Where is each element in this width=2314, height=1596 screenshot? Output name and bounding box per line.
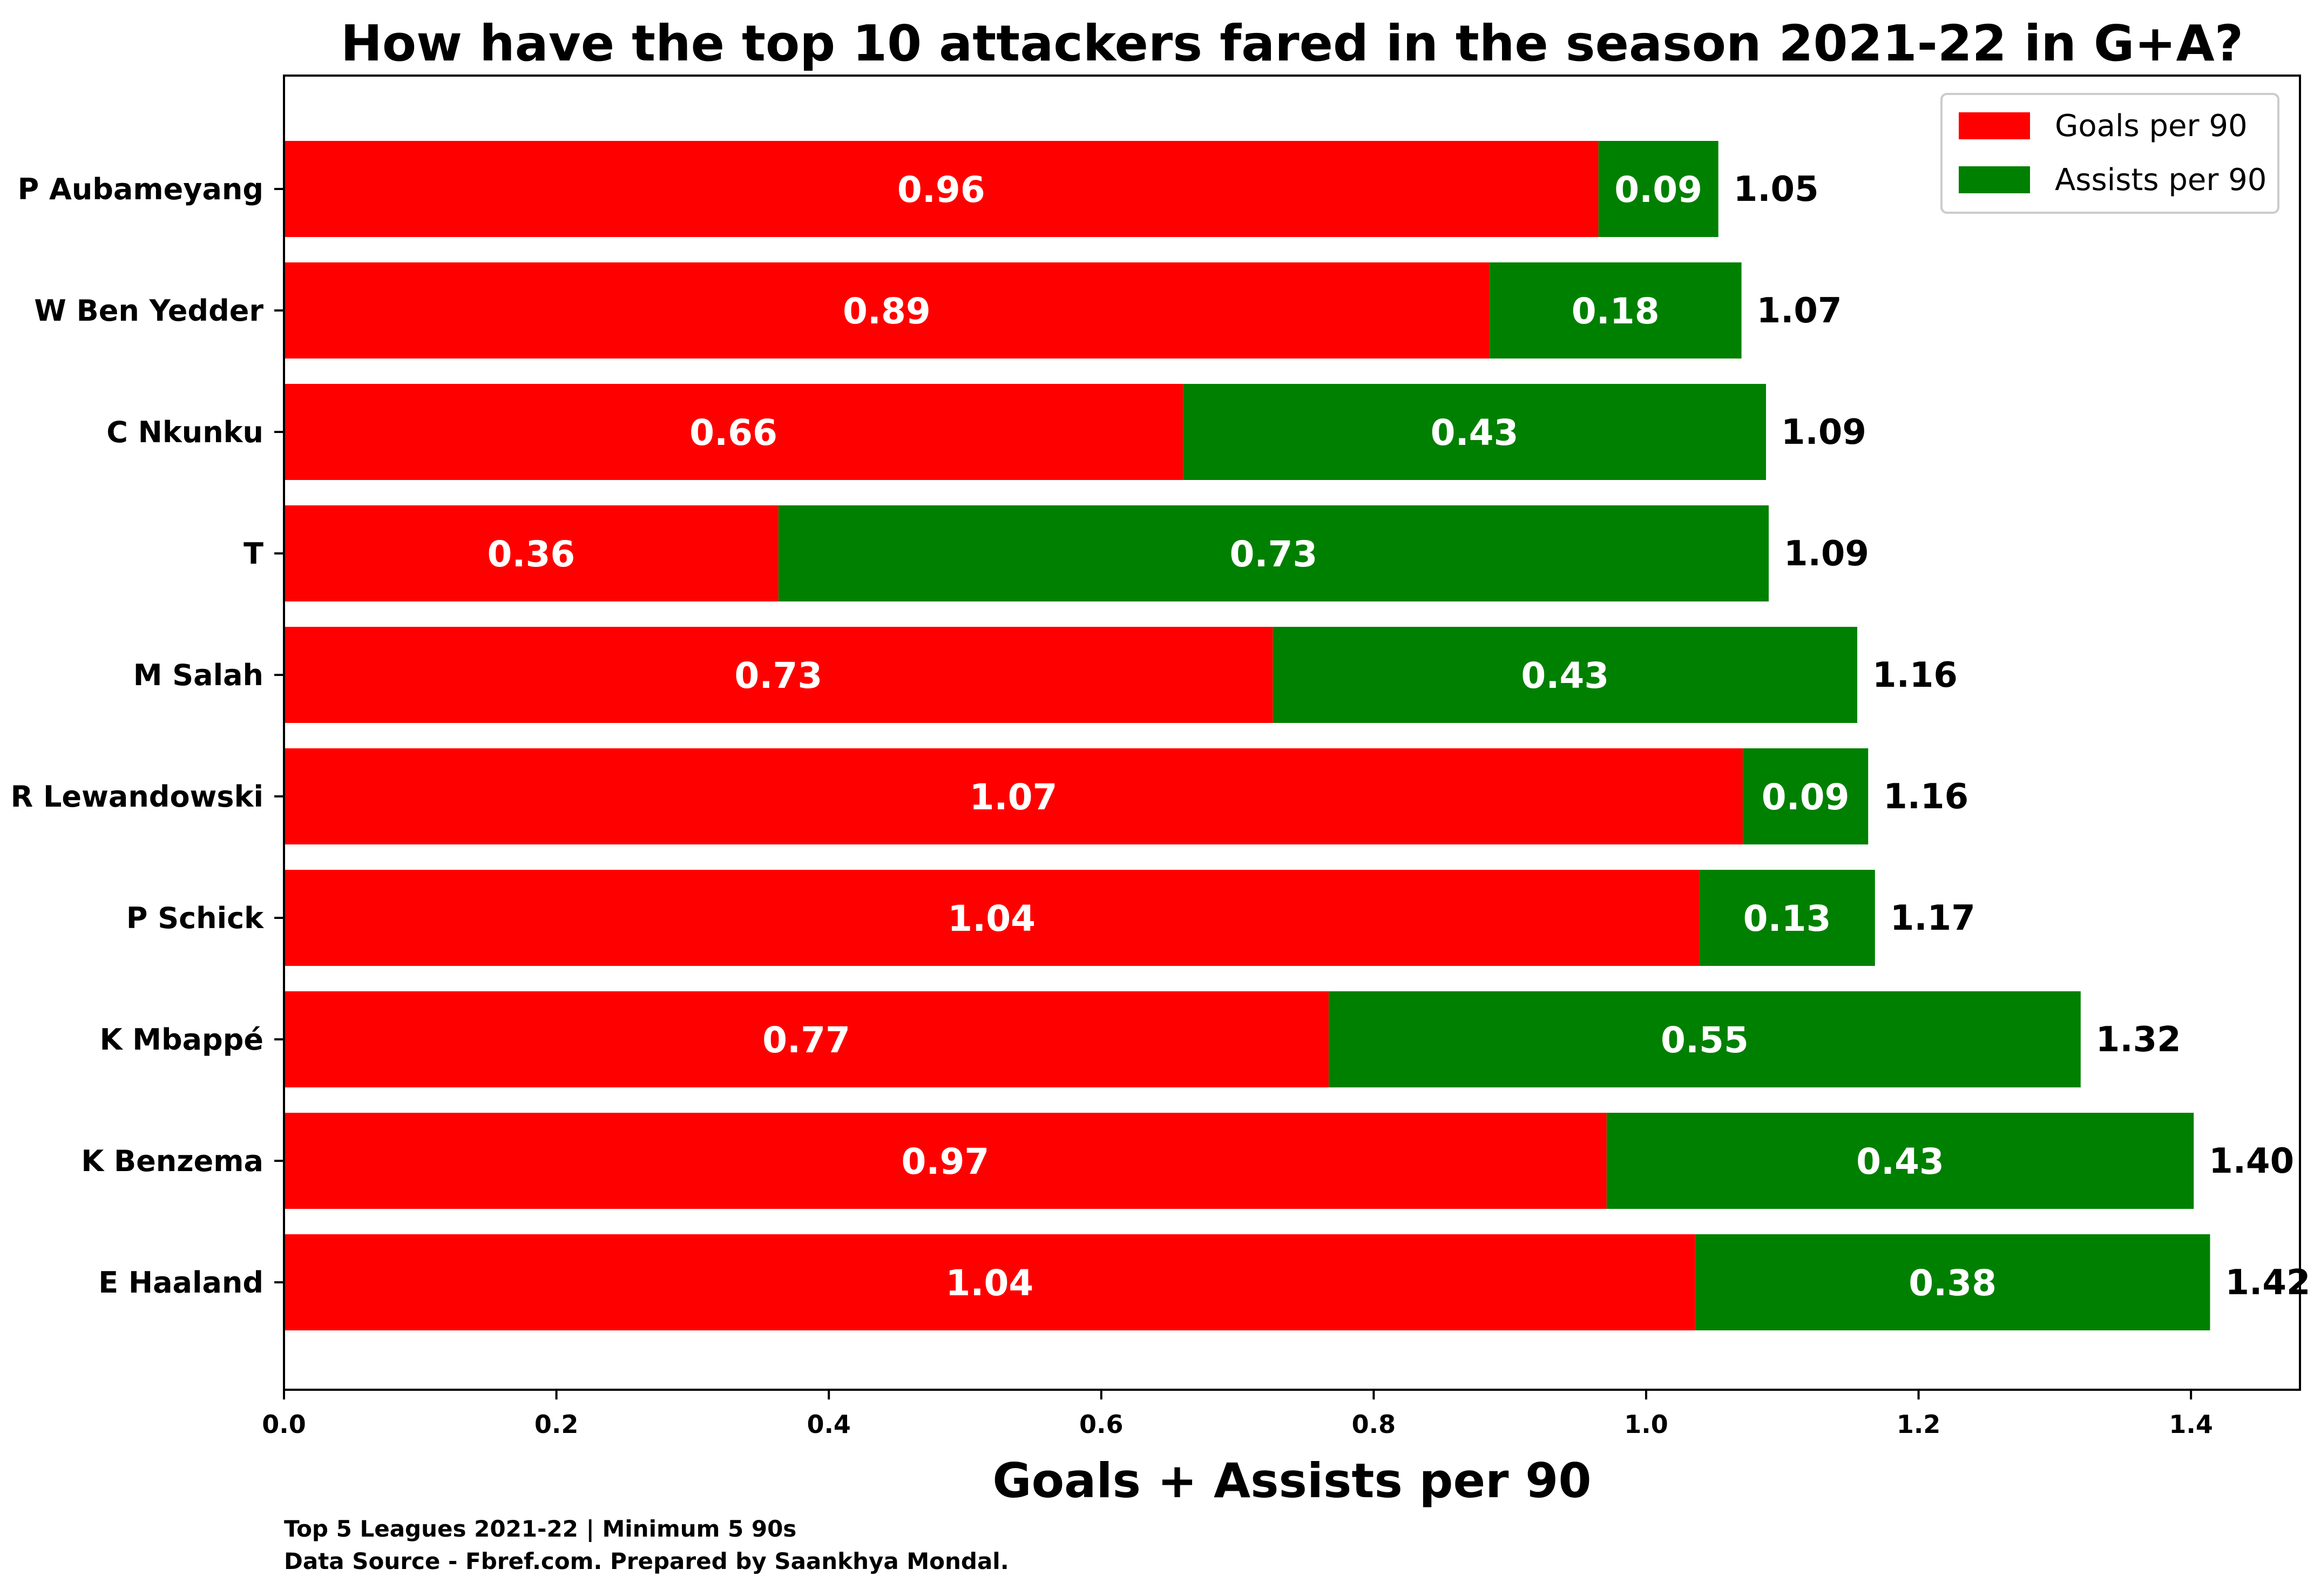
y-tick-label: P Schick: [126, 901, 264, 935]
bar-goals: [284, 1234, 1695, 1330]
data-label-total: 1.40: [2209, 1141, 2294, 1181]
data-label-total: 1.07: [1757, 291, 1842, 331]
data-label-total: 1.16: [1883, 777, 1968, 817]
y-tick-label: T: [243, 537, 263, 571]
data-label-assists: 0.09: [1614, 169, 1702, 211]
data-label-assists: 0.09: [1762, 776, 1850, 818]
y-tick-label: P Aubameyang: [18, 172, 263, 206]
data-label-assists: 0.43: [1521, 655, 1609, 696]
bar-goals: [284, 748, 1743, 844]
data-label-goals: 0.96: [897, 169, 985, 211]
x-tick-label: 1.4: [2169, 1410, 2213, 1439]
bar-goals: [284, 505, 779, 601]
plot-frame: [283, 75, 2301, 1391]
data-label-total: 1.42: [2225, 1263, 2310, 1303]
data-label-goals: 0.97: [901, 1141, 989, 1182]
data-label-total: 1.09: [1784, 534, 1869, 574]
y-tick-label: E Haaland: [98, 1266, 263, 1300]
x-tick-label: 0.8: [1352, 1410, 1396, 1439]
chart-title: How have the top 10 attackers fared in t…: [341, 15, 2243, 72]
y-tick-label: M Salah: [133, 658, 263, 692]
data-label-assists: 0.13: [1743, 898, 1831, 939]
bar-assists: [1743, 748, 1869, 844]
bar-assists: [1273, 627, 1858, 723]
data-label-goals: 0.73: [734, 655, 822, 696]
x-tick-label: 0.0: [262, 1410, 306, 1439]
legend-swatch-goals: [1959, 112, 2030, 139]
plot-area: 0.96 0.09 1.05 0.89 0.18 1.07 0.66 0.43 1.09 0.36…: [284, 141, 2310, 1330]
data-label-assists: 0.43: [1856, 1141, 1944, 1182]
bar-goals: [284, 991, 1329, 1087]
data-label-assists: 0.73: [1230, 533, 1318, 575]
data-label-goals: 1.04: [948, 898, 1036, 939]
footnote-line-2: Data Source - Fbref.com. Prepared by Saa…: [284, 1548, 1009, 1574]
y-tick-label: K Benzema: [81, 1144, 263, 1178]
y-tick-label: C Nkunku: [106, 415, 263, 449]
x-axis-label: Goals + Assists per 90: [992, 1453, 1591, 1509]
y-tick-label: K Mbappé: [100, 1023, 263, 1057]
bar-assists: [1699, 870, 1875, 966]
data-label-total: 1.09: [1781, 412, 1866, 452]
bar-assists: [778, 505, 1769, 601]
data-label-assists: 0.43: [1431, 412, 1519, 454]
bar-assists: [1183, 384, 1766, 480]
legend-swatch-assists: [1959, 166, 2030, 193]
footnote-line-1: Top 5 Leagues 2021-22 | Minimum 5 90s: [284, 1516, 796, 1542]
data-label-goals: 1.07: [970, 776, 1058, 818]
data-label-assists: 0.38: [1909, 1262, 1997, 1304]
data-label-total: 1.17: [1890, 898, 1975, 938]
data-label-total: 1.32: [2096, 1020, 2181, 1060]
y-tick-label: R Lewandowski: [11, 780, 263, 814]
data-label-assists: 0.55: [1661, 1019, 1749, 1061]
y-axis-ticks: P Aubameyang W Ben Yedder C Nkunku T M Salah…: [11, 172, 284, 1300]
x-tick-label: 0.4: [807, 1410, 851, 1439]
bar-assists: [1695, 1234, 2210, 1330]
data-label-goals: 0.77: [762, 1019, 850, 1061]
bar-assists: [1489, 262, 1742, 359]
data-label-goals: 0.36: [487, 533, 575, 575]
x-axis-ticks: 0.0 0.2 0.4 0.6 0.8 1.0 1.2 1.4: [262, 1390, 2213, 1439]
data-label-total: 1.16: [1872, 655, 1958, 695]
legend-label-assists: Assists per 90: [2055, 163, 2266, 198]
bar-goals: [284, 870, 1700, 966]
legend-label-goals: Goals per 90: [2055, 109, 2248, 144]
x-tick-label: 1.2: [1897, 1410, 1941, 1439]
bar-assists: [1598, 141, 1718, 237]
bar-goals: [284, 262, 1490, 359]
data-label-goals: 1.04: [945, 1262, 1033, 1304]
bar-assists: [1606, 1113, 2194, 1209]
x-tick-label: 1.0: [1624, 1410, 1668, 1439]
data-label-goals: 0.89: [843, 290, 931, 332]
data-label-assists: 0.18: [1572, 290, 1660, 332]
data-label-goals: 0.66: [689, 412, 777, 454]
bar-goals: [284, 141, 1599, 237]
legend: Goals per 90 Assists per 90: [1940, 93, 2279, 214]
bar-goals: [284, 1113, 1607, 1209]
bar-assists: [1329, 991, 2081, 1087]
bar-goals: [284, 384, 1183, 480]
x-tick-label: 0.2: [534, 1410, 579, 1439]
data-label-total: 1.05: [1734, 170, 1819, 209]
y-tick-label: W Ben Yedder: [34, 294, 263, 328]
bar-goals: [284, 627, 1273, 723]
x-tick-label: 0.6: [1079, 1410, 1124, 1439]
